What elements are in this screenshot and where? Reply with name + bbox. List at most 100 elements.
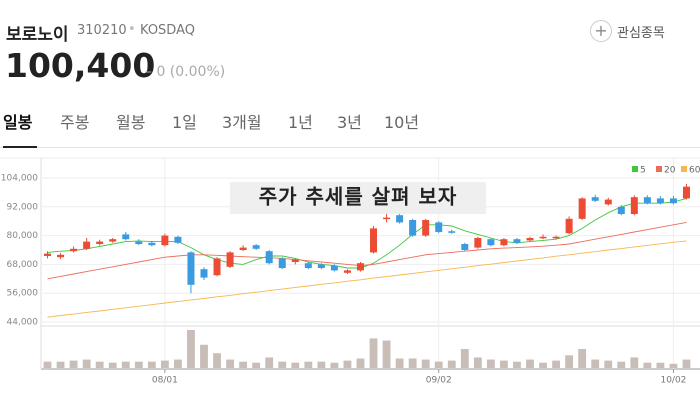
candle-body — [343, 270, 351, 273]
candle-body — [122, 234, 130, 240]
tab[interactable]: 월봉 — [116, 113, 146, 132]
tab[interactable]: 3년 — [337, 113, 362, 132]
volume-bar — [500, 360, 508, 368]
candle-body — [83, 241, 91, 249]
tab[interactable]: 주봉 — [60, 113, 90, 132]
volume-bar — [682, 359, 691, 368]
candle-body — [226, 252, 234, 267]
change: – 0 (0.00%) — [145, 64, 225, 80]
candle-body — [148, 242, 156, 246]
volume-bar — [95, 361, 104, 368]
tab[interactable]: 1일 — [172, 113, 197, 132]
volume-bar — [187, 330, 195, 368]
volume-bar — [265, 357, 274, 368]
volume-bar — [291, 362, 300, 368]
volume-bar — [408, 358, 417, 368]
candle-body — [552, 236, 560, 239]
legend-label: 60 — [689, 166, 700, 176]
volume-bar — [108, 362, 117, 368]
volume-bar — [330, 362, 339, 368]
volume-bar — [121, 361, 130, 368]
volume-bar — [200, 344, 208, 368]
volume-bar — [526, 359, 534, 368]
volume-bar — [69, 360, 78, 368]
volume-bar — [369, 338, 378, 368]
candle-body — [565, 218, 573, 234]
candle-body — [304, 263, 312, 268]
moving-average-line — [47, 221, 687, 280]
candle-body — [174, 236, 182, 243]
volume-bar — [578, 349, 587, 368]
candle-body — [656, 198, 664, 204]
y-tick-label: 80,000 — [7, 231, 39, 241]
market: KOSDAQ — [140, 23, 195, 38]
candle-body — [604, 199, 612, 205]
y-tick-label: 44,000 — [7, 318, 39, 328]
volume-bar — [382, 340, 391, 368]
volume-bar — [447, 360, 456, 368]
volume-bar — [160, 360, 169, 368]
volume-bar — [395, 358, 404, 368]
candle-body — [461, 244, 469, 250]
annotation: 주가 추세를 살펴 보자 — [259, 185, 458, 209]
stock-code: 310210 — [77, 23, 127, 38]
candle-body — [239, 247, 247, 250]
stock-name: 보로노이 — [6, 25, 69, 45]
candle-body — [630, 197, 638, 214]
candle-body — [356, 263, 364, 271]
volume-bar — [513, 361, 521, 368]
candle-body — [96, 241, 104, 244]
legend-swatch — [656, 166, 662, 172]
watchlist-button[interactable]: 관심종목 — [617, 26, 665, 41]
price: 100,400 — [5, 46, 156, 85]
candle-body — [500, 239, 508, 246]
candle-body — [213, 258, 221, 276]
volume-bar — [604, 360, 613, 368]
candle-body — [161, 235, 169, 246]
add-icon[interactable]: + — [590, 20, 612, 42]
candle-body — [265, 251, 273, 264]
candle-body — [513, 239, 521, 243]
volume-bar — [656, 362, 665, 368]
candle-body — [474, 238, 482, 248]
candle-body — [70, 248, 78, 252]
candle-body — [252, 245, 260, 249]
tab-divider — [0, 147, 700, 148]
volume-bar — [565, 355, 574, 368]
candle-body — [435, 222, 443, 232]
candle-body — [200, 269, 208, 278]
change-value: 0 (0.00%) — [156, 64, 226, 80]
volume-bar — [630, 357, 639, 368]
volume-bar — [213, 353, 221, 368]
candle-body — [539, 236, 547, 239]
candle-body — [57, 254, 65, 258]
legend-swatch — [632, 166, 638, 172]
volume-bar — [460, 349, 469, 368]
tab[interactable]: 1년 — [288, 113, 313, 132]
y-tick-label: 104,000 — [1, 174, 38, 184]
volume-bar — [421, 359, 430, 368]
candle-body — [187, 252, 195, 285]
tab[interactable]: 10년 — [384, 113, 420, 132]
volume-bar — [278, 361, 287, 368]
candle-body — [669, 198, 677, 204]
volume-bar — [226, 359, 234, 368]
legend-swatch — [681, 166, 687, 172]
candle-body — [448, 231, 456, 233]
volume-bar — [174, 359, 182, 368]
separator: • — [128, 22, 136, 37]
volume-bar — [147, 361, 156, 368]
tab[interactable]: 3개월 — [222, 113, 262, 132]
candle-body — [422, 220, 430, 236]
candle-body — [370, 228, 378, 253]
volume-bar — [134, 361, 143, 368]
x-tick-label: 09/02 — [426, 376, 452, 386]
tab[interactable]: 일봉 — [3, 113, 33, 132]
candle-body — [44, 253, 52, 256]
y-tick-label: 68,000 — [7, 260, 39, 270]
candle-body — [396, 215, 404, 223]
volume-bar — [317, 361, 326, 368]
volume-bar — [591, 359, 600, 368]
